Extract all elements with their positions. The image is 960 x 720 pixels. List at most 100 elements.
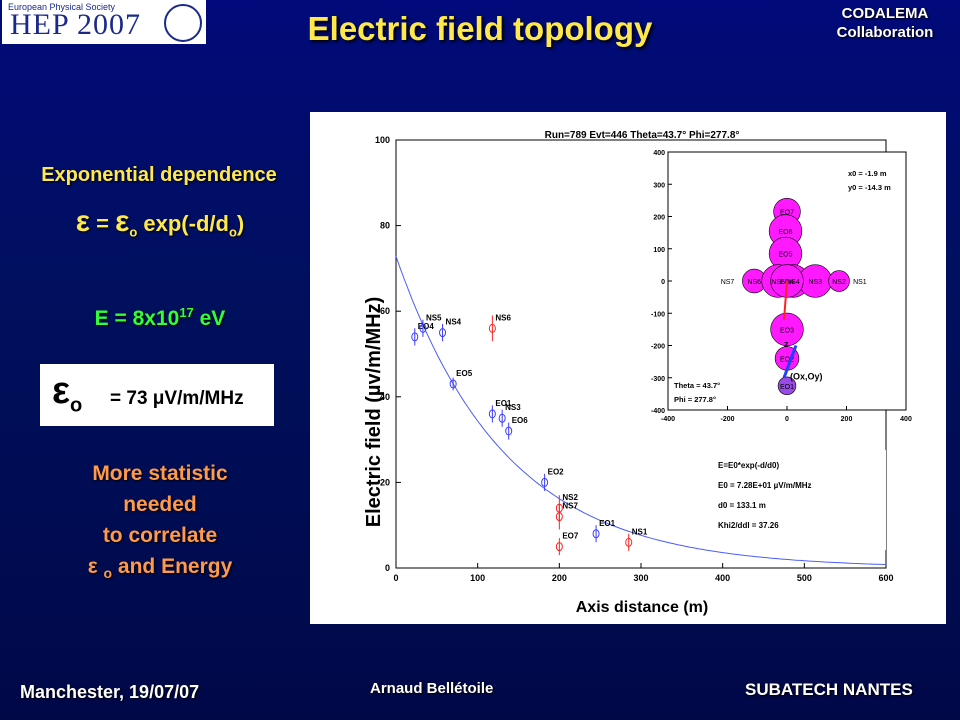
inset-y-tick-label: -100	[651, 311, 665, 318]
point-label: EO6	[512, 416, 529, 425]
stat-epsilon: ε	[87, 555, 98, 578]
data-point	[555, 512, 563, 522]
formula-sub: o	[129, 224, 138, 240]
inset-x-tick-label: -200	[720, 416, 734, 423]
x-tick-label: 200	[552, 573, 567, 583]
stat-line4-rest: and Energy	[112, 555, 233, 578]
x-tick-label: 500	[797, 573, 812, 583]
stat-line2: needed	[123, 493, 197, 516]
antenna-label: NS1	[853, 279, 867, 286]
inset-x-tick-label: 400	[900, 416, 912, 423]
statistics-note: More statistic needed to correlate ε o a…	[40, 458, 280, 589]
energy-unit: eV	[193, 307, 226, 330]
point-label: EO5	[456, 369, 473, 378]
point-label: NS1	[632, 527, 648, 536]
fit-annotation-line: E0 = 7.28E+01 µV/m/MHz	[718, 481, 812, 490]
inset-y-tick-label: 200	[653, 215, 665, 222]
field-plot-svg: Run=789 Evt=446 Theta=43.7° Phi=277.8° 0…	[363, 130, 912, 616]
antenna-label: EO2	[780, 356, 794, 363]
stat-line3: to correlate	[102, 524, 218, 547]
hep-logo: European Physical Society HEP 2007	[2, 0, 206, 44]
antenna-label: NS5	[771, 279, 785, 286]
inset-y-tick-label: 300	[653, 182, 665, 189]
inset-y-tick-label: -200	[651, 344, 665, 351]
formula-epsilon0: ε	[115, 205, 130, 238]
y-tick-label: 100	[375, 135, 390, 145]
point-label: NS4	[446, 318, 462, 327]
point-label: NS7	[562, 502, 578, 511]
antenna-label: EO6	[779, 229, 793, 236]
y-tick-label: 60	[380, 306, 390, 316]
antenna-circle	[828, 270, 850, 292]
footer-author: Arnaud Bellétoile	[370, 680, 494, 697]
fit-annotation-bg	[712, 450, 886, 550]
point-label: EO7	[562, 532, 579, 541]
antenna-circle	[777, 376, 797, 396]
data-point	[488, 323, 496, 333]
antenna-label: NS7	[721, 279, 735, 286]
y-tick-label: 40	[380, 392, 390, 402]
logo-big-text: HEP 2007	[10, 8, 142, 41]
data-point	[419, 323, 427, 333]
formula-equals: =	[90, 211, 116, 236]
fit-annotation-line: E=E0*exp(-d/d0)	[718, 461, 779, 470]
stat-line1: More statistic	[92, 462, 228, 485]
shower-axis-arrow	[782, 344, 798, 379]
point-label: NS2	[562, 493, 578, 502]
plot-panel: Run=789 Evt=446 Theta=43.7° Phi=277.8° 0…	[310, 112, 946, 624]
box-value: = 73 μV/m/MHz	[110, 388, 244, 409]
inset-y-tick-label: -400	[651, 408, 665, 415]
antenna-label: EO3	[780, 327, 794, 334]
x-tick-label: 0	[393, 573, 398, 583]
inset-annotation: Z	[784, 342, 789, 349]
fit-annotations: E=E0*exp(-d/d0) E0 = 7.28E+01 µV/m/MHz d0 …	[712, 450, 886, 550]
antenna-label: EO7	[780, 210, 794, 217]
inset-annotation: Phi = 277.8°	[674, 395, 716, 404]
inset-y-tick-label: 0	[661, 279, 665, 286]
x-tick-label: 600	[878, 573, 893, 583]
data-point	[541, 477, 549, 487]
antenna-label: EO1	[780, 384, 794, 391]
collaboration-label: CODALEMA Collaboration	[820, 4, 950, 42]
stat-epsilon-sub: o	[103, 565, 113, 582]
exponential-formula: ε = εo exp(-d/do)	[40, 205, 280, 239]
point-label: EO1	[599, 519, 616, 528]
inset-annotation: x0 = -1.9 m	[848, 169, 887, 178]
x-tick-label: 100	[470, 573, 485, 583]
collab-line1: CODALEMA	[841, 5, 929, 22]
fit-annotation-line: Khi2/ddl = 37.26	[718, 521, 779, 530]
inset-map: -400 -200 0 200 400 -400 -300 -200 -100 0 100 200 30…	[651, 150, 912, 423]
data-point	[439, 328, 447, 338]
box-epsilon: εo	[52, 370, 82, 418]
footer-institution: SUBATECH NANTES	[745, 680, 913, 699]
box-epsilon-sub: o	[70, 394, 83, 417]
eps-emblem-icon	[164, 4, 202, 42]
data-point	[411, 332, 419, 342]
inset-x-tick-label: 0	[785, 416, 789, 423]
x-tick-label: 400	[715, 573, 730, 583]
formula-sub2: o	[228, 224, 237, 240]
point-label: NS5	[426, 313, 442, 322]
formula-exp: exp(-d/d	[137, 211, 229, 236]
stat-line4: ε o and Energy	[40, 551, 280, 589]
antenna-label: NS6	[747, 279, 761, 286]
fit-annotation-line: d0 = 133.1 m	[718, 501, 766, 510]
x-tick-label: 300	[633, 573, 648, 583]
data-point	[625, 537, 633, 547]
fit-curve	[395, 256, 887, 566]
point-label: EO1	[495, 399, 512, 408]
antenna-label: NS3	[808, 279, 822, 286]
antenna-circle	[770, 312, 804, 347]
inset-annotation: (Ox,Oy)	[790, 371, 823, 381]
point-label: NS6	[495, 313, 511, 322]
inset-annotation: Theta = 43.7°	[674, 381, 720, 390]
energy-label: E = 8x1017 eV	[40, 305, 280, 331]
x-axis-label: Axis distance (m)	[576, 599, 708, 616]
y-tick-label: 0	[385, 563, 390, 573]
formula-end: )	[236, 211, 245, 236]
box-epsilon-symbol: ε	[52, 370, 71, 412]
energy-base: E = 8x10	[94, 307, 180, 330]
inset-annotation: y0 = -14.3 m	[848, 183, 891, 192]
data-point	[498, 413, 506, 423]
